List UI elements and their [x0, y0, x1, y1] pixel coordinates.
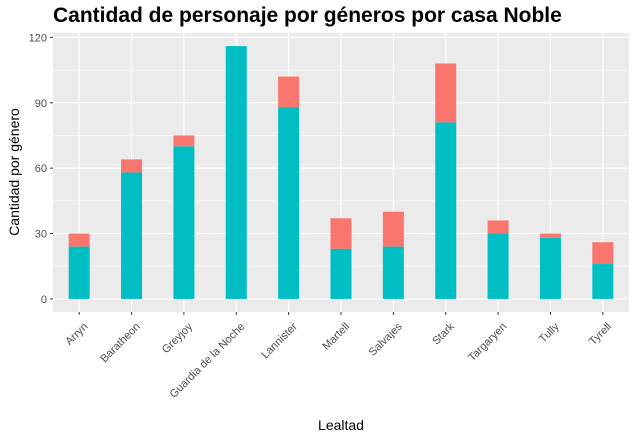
bar-arryn-series-1: [68, 246, 90, 299]
bar-martell-series-1: [330, 248, 352, 299]
bars: [68, 46, 614, 299]
x-tick-label: Lannister: [259, 321, 300, 362]
y-tick-label: 120: [29, 32, 47, 44]
bar-salvajes-series-2: [382, 211, 404, 247]
y-tick-label: 90: [35, 98, 47, 110]
bar-baratheon-series-1: [121, 172, 143, 299]
bar-guardia-de-la-noche-series-1: [225, 46, 247, 299]
bar-greyjoy-series-2: [173, 135, 195, 147]
bar-stark-series-2: [435, 63, 457, 123]
bar-stark-series-1: [435, 122, 457, 299]
y-axis: 0 30 60 90 120: [29, 32, 53, 306]
y-tick-label: 30: [35, 229, 47, 241]
x-tick-label: Salvajes: [367, 320, 405, 358]
bar-tully-series-2: [539, 233, 561, 238]
chart-title: Cantidad de personaje por géneros por ca…: [53, 4, 562, 27]
bar-arryn-series-2: [68, 233, 90, 247]
bar-baratheon-series-2: [121, 159, 143, 173]
x-tick-label: Stark: [430, 320, 457, 347]
x-axis-title: Lealtad: [318, 417, 364, 433]
y-tick-label: 0: [41, 294, 47, 306]
bar-salvajes-series-1: [382, 246, 404, 299]
x-tick-label: Martell: [320, 321, 352, 353]
x-tick-label: Arryn: [63, 321, 90, 348]
bar-lannister-series-1: [278, 107, 300, 299]
y-tick-label: 60: [35, 163, 47, 175]
x-tick-label: Baratheon: [98, 321, 142, 365]
bar-tully-series-1: [539, 237, 561, 299]
x-tick-label: Tully: [537, 320, 562, 345]
bar-targaryen-series-2: [487, 220, 509, 234]
x-tick-label: Greyjoy: [160, 320, 196, 356]
bar-tyrell-series-1: [592, 264, 614, 299]
bar-martell-series-2: [330, 218, 352, 249]
y-axis-title: Cantidad por género: [6, 108, 22, 236]
bar-greyjoy-series-1: [173, 146, 195, 299]
x-tick-label: Targaryen: [466, 321, 509, 364]
x-tick-label: Tyrell: [587, 321, 614, 348]
bar-targaryen-series-1: [487, 233, 509, 299]
bar-tyrell-series-2: [592, 242, 614, 265]
bar-lannister-series-2: [278, 76, 300, 108]
